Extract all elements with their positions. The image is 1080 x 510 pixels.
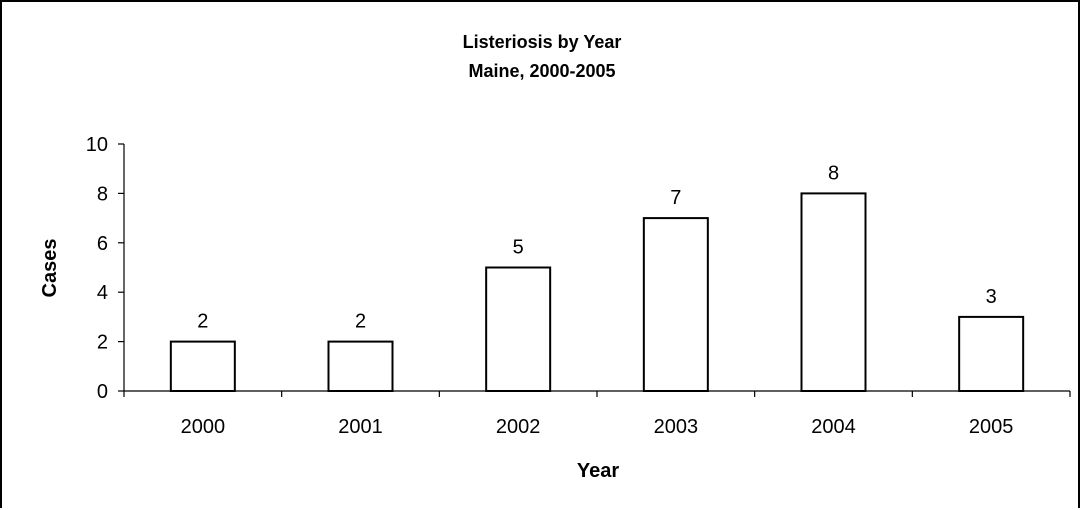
y-tick-label: 10 — [86, 134, 108, 156]
chart-subtitle: Maine, 2000-2005 — [468, 61, 615, 81]
y-tick-label: 0 — [97, 381, 108, 403]
x-tick-label-2004: 2004 — [811, 416, 856, 438]
data-label-2004: 8 — [828, 162, 839, 184]
data-label-2005: 3 — [986, 286, 997, 308]
x-axis-title: Year — [577, 460, 619, 482]
data-label-2000: 2 — [197, 311, 208, 333]
x-tick-label-2002: 2002 — [496, 416, 541, 438]
y-tick-label: 4 — [97, 282, 108, 304]
x-tick-label-2001: 2001 — [338, 416, 383, 438]
bar-2002 — [485, 266, 552, 392]
x-tick-label-2000: 2000 — [181, 416, 226, 438]
bar-2000 — [169, 340, 236, 393]
x-tick-label-2005: 2005 — [969, 416, 1014, 438]
bar-2005 — [958, 315, 1025, 392]
bar-2001 — [327, 340, 394, 393]
y-tick-label: 6 — [97, 233, 108, 255]
bar-2004 — [800, 192, 867, 392]
y-axis-title: Cases — [39, 239, 61, 298]
y-tick-label: 8 — [97, 183, 108, 205]
data-label-2003: 7 — [670, 187, 681, 209]
bar-2003 — [642, 217, 709, 392]
data-label-2002: 5 — [513, 237, 524, 259]
data-label-2001: 2 — [355, 311, 366, 333]
plot-area: 0 2 4 6 8 10 2 2000 2 2001 5 2002 7 2003 8 2004 3 2005 — [86, 134, 1071, 438]
x-tick-label-2003: 2003 — [654, 416, 699, 438]
y-tick-label: 2 — [97, 332, 108, 354]
chart-title: Listeriosis by Year — [463, 32, 622, 52]
